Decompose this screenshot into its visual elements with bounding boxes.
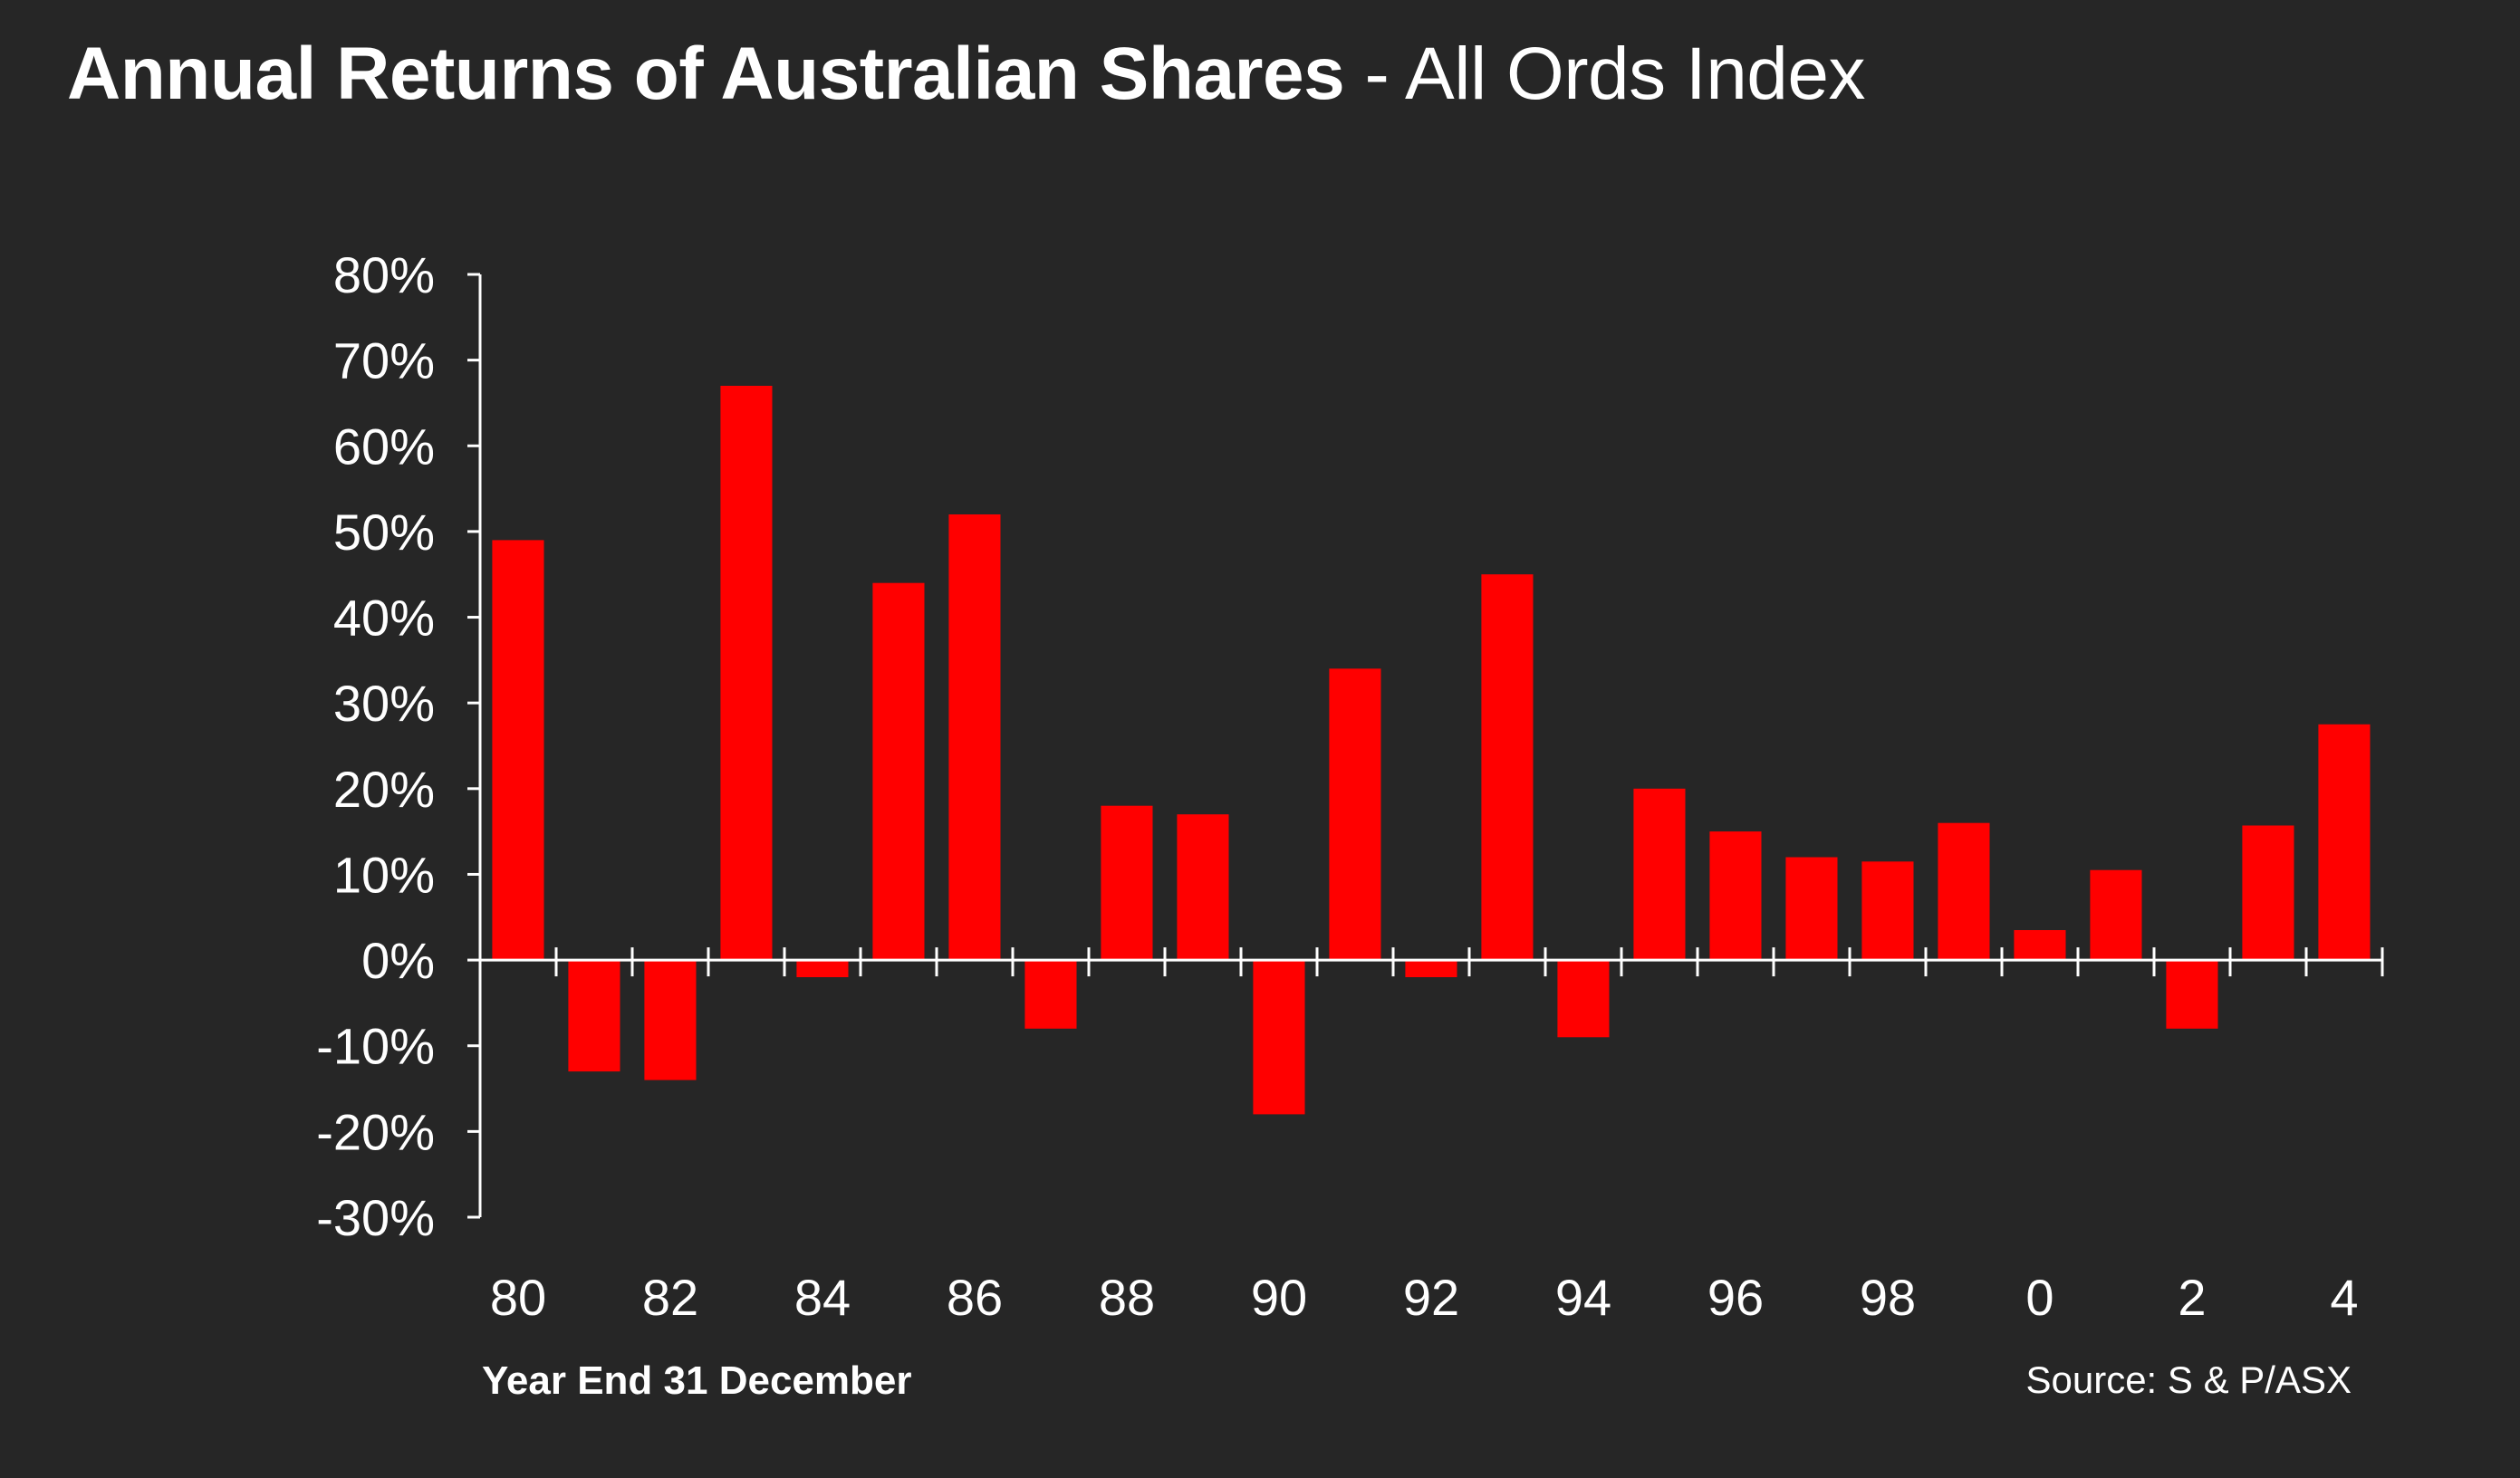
bar-1996 bbox=[1709, 831, 1762, 961]
y-tick-label: 0% bbox=[361, 932, 435, 989]
bar-2000 bbox=[2014, 930, 2066, 961]
bar-1997 bbox=[1785, 857, 1838, 961]
x-tick-label: 98 bbox=[1860, 1269, 1916, 1326]
bar-1989 bbox=[1177, 814, 1229, 961]
x-tick-label: 96 bbox=[1707, 1269, 1764, 1326]
x-tick-label: 82 bbox=[642, 1269, 698, 1326]
bar-1980 bbox=[492, 540, 544, 961]
bar-1991 bbox=[1329, 668, 1381, 961]
bars-group bbox=[492, 386, 2371, 1115]
y-tick-label: 20% bbox=[333, 761, 435, 818]
bar-1992 bbox=[1405, 960, 1457, 977]
x-tick-labels: 80 82 84 86 88 90 92 94 96 98 0 2 4 bbox=[490, 1269, 2359, 1326]
x-tick-label: 92 bbox=[1403, 1269, 1459, 1326]
y-tick-label: 50% bbox=[333, 504, 435, 561]
bar-1993 bbox=[1481, 574, 1534, 961]
bar-1981 bbox=[568, 960, 620, 1072]
y-tick-label: -20% bbox=[316, 1103, 435, 1160]
x-axis-label: Year End 31 December bbox=[482, 1358, 912, 1403]
axes-group bbox=[467, 273, 2384, 1219]
x-tick-label: 84 bbox=[794, 1269, 851, 1326]
chart-title-main: Annual Returns of Australian Shares bbox=[67, 33, 1345, 115]
x-tick-label: 88 bbox=[1099, 1269, 1155, 1326]
x-tick-label: 80 bbox=[490, 1269, 546, 1326]
bar-1994 bbox=[1557, 960, 1610, 1038]
bar-1986 bbox=[948, 514, 1001, 961]
y-tick-label: 40% bbox=[333, 590, 435, 647]
y-tick-label: 60% bbox=[333, 417, 435, 475]
x-tick-label: 0 bbox=[2025, 1269, 2054, 1326]
source-note: Source: S & P/ASX bbox=[2025, 1358, 2352, 1401]
y-tick-label: 80% bbox=[333, 246, 435, 303]
y-tick-labels: -30% -20% -10% 0% 10% 20% 30% 40% 50% 60% 70% 80% bbox=[316, 246, 435, 1246]
bar-1990 bbox=[1253, 960, 1305, 1115]
bar-1998 bbox=[1861, 861, 1914, 961]
bar-2001 bbox=[2090, 869, 2142, 961]
bar-2003 bbox=[2242, 825, 2294, 961]
bar-1988 bbox=[1101, 805, 1153, 960]
x-tick-label: 94 bbox=[1555, 1269, 1611, 1326]
bar-1995 bbox=[1633, 788, 1686, 961]
x-tick-label: 2 bbox=[2178, 1269, 2206, 1326]
chart-title: Annual Returns of Australian Shares - Al… bbox=[67, 29, 1866, 120]
x-tick-label: 4 bbox=[2330, 1269, 2358, 1326]
x-tick-label: 90 bbox=[1251, 1269, 1307, 1326]
y-tick-label: 10% bbox=[333, 846, 435, 903]
y-tick-label: -30% bbox=[316, 1189, 435, 1246]
bar-1987 bbox=[1024, 960, 1077, 1029]
bar-2004 bbox=[2318, 724, 2371, 960]
y-tick-label: 30% bbox=[333, 675, 435, 732]
x-tick-label: 86 bbox=[947, 1269, 1003, 1326]
bar-2002 bbox=[2166, 960, 2218, 1029]
bar-1983 bbox=[720, 386, 773, 961]
bar-1985 bbox=[872, 582, 925, 961]
bar-1984 bbox=[796, 960, 849, 977]
y-tick-label: -10% bbox=[316, 1018, 435, 1075]
chart-title-sub: - All Ords Index bbox=[1344, 33, 1866, 115]
bar-1999 bbox=[1938, 822, 1990, 961]
bar-1982 bbox=[644, 960, 697, 1080]
y-tick-label: 70% bbox=[333, 332, 435, 389]
